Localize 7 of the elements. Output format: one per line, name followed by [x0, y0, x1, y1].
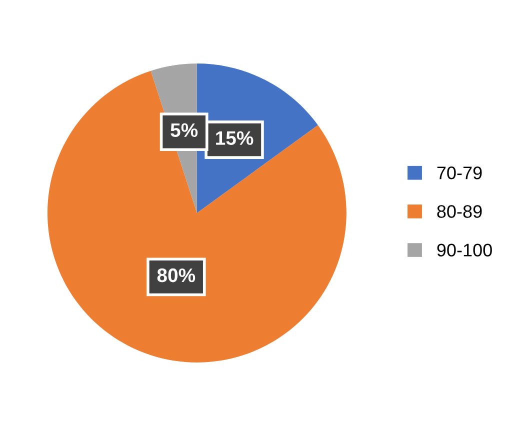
pie-slice	[47, 70, 346, 362]
data-label: 80%	[157, 268, 196, 282]
data-label: 15%	[216, 131, 254, 145]
data-label: 5%	[170, 123, 198, 138]
legend-label: 90-100	[437, 244, 492, 256]
legend-label: 80-89	[437, 205, 482, 218]
legend-label: 70-79	[437, 166, 482, 180]
